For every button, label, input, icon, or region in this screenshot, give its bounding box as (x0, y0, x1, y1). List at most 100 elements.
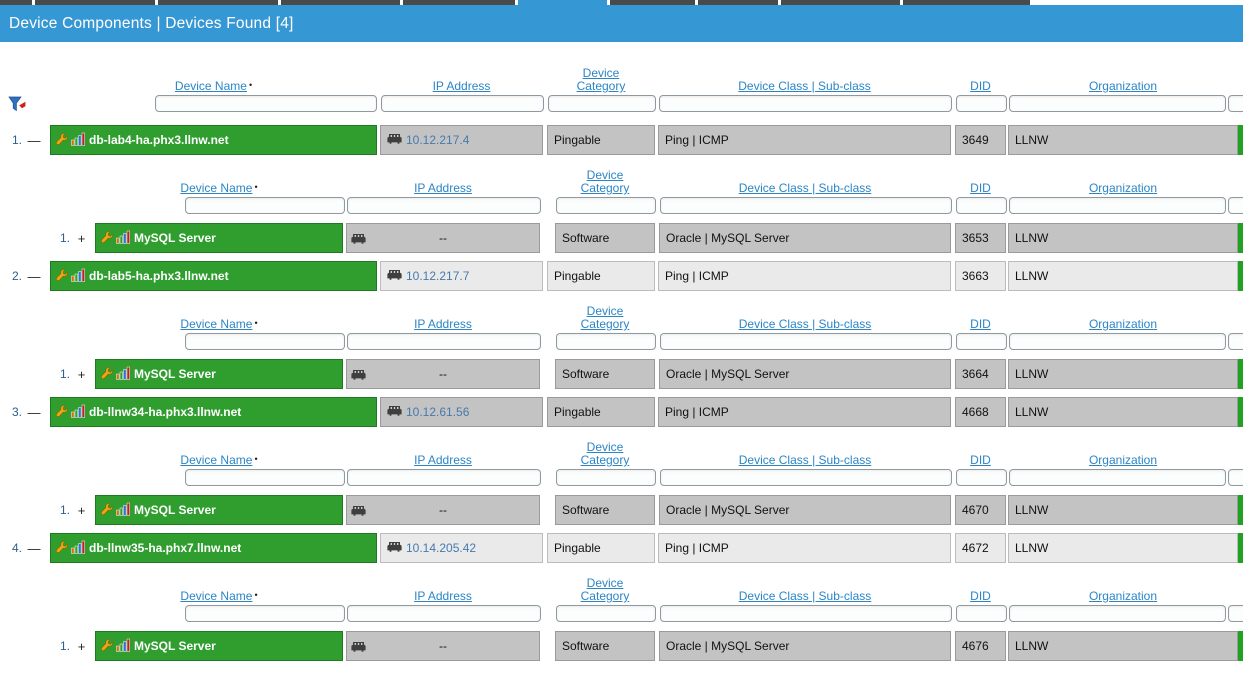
nav-tab[interactable] (35, 0, 155, 5)
nav-tab[interactable] (281, 0, 400, 5)
collapse-toggle[interactable]: — (27, 404, 41, 420)
filter-input-state[interactable] (1228, 197, 1243, 214)
device-name-cell[interactable]: db-llnw35-ha.phx7.llnw.net (50, 533, 377, 563)
filter-input-did[interactable] (956, 605, 1007, 622)
filter-input-organization[interactable] (1009, 469, 1226, 486)
column-header-ip-address[interactable]: IP Address (414, 589, 472, 603)
filter-input-did[interactable] (956, 95, 1007, 112)
column-header-device-name[interactable]: Device Name • (180, 589, 258, 603)
filter-input-device-category[interactable] (548, 95, 656, 112)
nav-tab[interactable] (403, 0, 515, 5)
column-header-device-name[interactable]: Device Name • (180, 453, 258, 467)
column-header-device-class[interactable]: Device Class | Sub-class (738, 79, 871, 93)
nav-tab[interactable] (158, 0, 278, 5)
column-header-ip-address[interactable]: IP Address (432, 79, 491, 93)
column-header-device-category[interactable]: Device Category (580, 440, 630, 467)
column-header-organization[interactable]: Organization (1088, 181, 1158, 195)
filter-input-ip-address[interactable] (347, 333, 541, 350)
filter-input-device-class[interactable] (660, 333, 952, 350)
filter-input-did[interactable] (956, 469, 1007, 486)
filter-input-state[interactable] (1228, 95, 1243, 112)
filter-input-device-name[interactable] (185, 197, 345, 214)
device-name-cell[interactable]: MySQL Server (95, 495, 343, 525)
column-header-device-category[interactable]: Device Category (580, 168, 630, 195)
filter-input-device-category[interactable] (556, 469, 656, 486)
column-header-device-class[interactable]: Device Class | Sub-class (738, 589, 872, 603)
column-header-device-class[interactable]: Device Class | Sub-class (738, 181, 872, 195)
column-header-device-class[interactable]: Device Class | Sub-class (738, 317, 872, 331)
filter-input-ip-address[interactable] (347, 605, 541, 622)
filter-input-device-category[interactable] (556, 197, 656, 214)
column-header-organization[interactable]: Organization (1088, 79, 1158, 93)
expand-toggle[interactable]: + (77, 366, 86, 382)
filter-input-organization[interactable] (1009, 197, 1226, 214)
filter-funnel-icon[interactable] (8, 96, 26, 118)
device-name-cell[interactable]: MySQL Server (95, 631, 343, 661)
device-name-cell[interactable]: MySQL Server (95, 359, 343, 389)
filter-input-device-name[interactable] (185, 333, 345, 350)
expand-toggle[interactable]: + (77, 502, 86, 518)
column-header-device-name[interactable]: Device Name • (180, 317, 258, 331)
device-name-cell[interactable]: db-lab4-ha.phx3.llnw.net (50, 125, 377, 155)
filter-input-did[interactable] (956, 333, 1007, 350)
column-header-device-name[interactable]: Device Name • (180, 181, 258, 195)
device-name-sort-link[interactable]: Device Name (174, 79, 247, 93)
filter-input-device-class[interactable] (660, 605, 952, 622)
nav-tab[interactable] (610, 0, 695, 5)
filter-input-state[interactable] (1228, 469, 1243, 486)
filter-input-ip-address[interactable] (381, 95, 544, 112)
column-header-did[interactable]: DID (970, 317, 991, 331)
filter-input-device-class[interactable] (659, 95, 952, 112)
device-name-cell[interactable]: MySQL Server (95, 223, 343, 253)
filter-input-device-name[interactable] (155, 95, 377, 112)
filter-input-state[interactable] (1228, 605, 1243, 622)
column-header-organization[interactable]: Organization (1088, 589, 1158, 603)
filter-input-device-name[interactable] (185, 605, 345, 622)
nav-tab[interactable] (698, 0, 778, 5)
column-header-organization[interactable]: Organization (1088, 317, 1158, 331)
nav-tab[interactable] (903, 0, 1030, 5)
filter-input-state[interactable] (1228, 333, 1243, 350)
filter-input-did[interactable] (956, 197, 1007, 214)
device-name-cell[interactable]: db-llnw34-ha.phx3.llnw.net (50, 397, 377, 427)
device-group: 1. — (0, 124, 1243, 254)
filter-input-device-class[interactable] (660, 469, 952, 486)
ip-address-cell: 10.12.217.7 (380, 261, 543, 291)
column-header-did[interactable]: DID (970, 453, 991, 467)
filter-input-organization[interactable] (1009, 95, 1226, 112)
device-name-cell[interactable]: db-lab5-ha.phx3.llnw.net (50, 261, 377, 291)
filter-input-device-name[interactable] (185, 469, 345, 486)
column-header-ip-address[interactable]: IP Address (414, 317, 472, 331)
column-header-device-category[interactable]: Device Category (580, 576, 630, 603)
filter-input-device-category[interactable] (556, 333, 656, 350)
column-header-did[interactable]: DID (970, 79, 991, 93)
collapse-toggle[interactable]: — (27, 132, 41, 148)
column-header-device-category[interactable]: Device Category (576, 66, 626, 93)
device-category-cell: Software (555, 631, 655, 661)
filter-input-ip-address[interactable] (347, 197, 541, 214)
column-header-device-name[interactable]: Device Name • (50, 79, 377, 93)
column-header-device-class[interactable]: Device Class | Sub-class (738, 453, 872, 467)
sort-indicator-icon: • (254, 182, 258, 192)
collapse-toggle[interactable]: — (27, 540, 41, 556)
filter-input-ip-address[interactable] (347, 469, 541, 486)
filter-input-organization[interactable] (1009, 333, 1226, 350)
nav-tab[interactable] (0, 0, 32, 5)
nav-tab-active[interactable] (518, 0, 607, 5)
component-row: 1. + (0, 358, 1243, 390)
status-stripe (1238, 359, 1243, 389)
column-header-did[interactable]: DID (970, 181, 991, 195)
bar-chart-icon (71, 404, 86, 421)
filter-input-organization[interactable] (1009, 605, 1226, 622)
column-header-ip-address[interactable]: IP Address (414, 453, 472, 467)
column-header-did[interactable]: DID (970, 589, 991, 603)
filter-input-device-category[interactable] (556, 605, 656, 622)
collapse-toggle[interactable]: — (27, 268, 41, 284)
expand-toggle[interactable]: + (77, 230, 86, 246)
column-header-device-category[interactable]: Device Category (580, 304, 630, 331)
nav-tab[interactable] (781, 0, 900, 5)
filter-input-device-class[interactable] (660, 197, 952, 214)
column-header-organization[interactable]: Organization (1088, 453, 1158, 467)
column-header-ip-address[interactable]: IP Address (414, 181, 472, 195)
expand-toggle[interactable]: + (77, 638, 86, 654)
